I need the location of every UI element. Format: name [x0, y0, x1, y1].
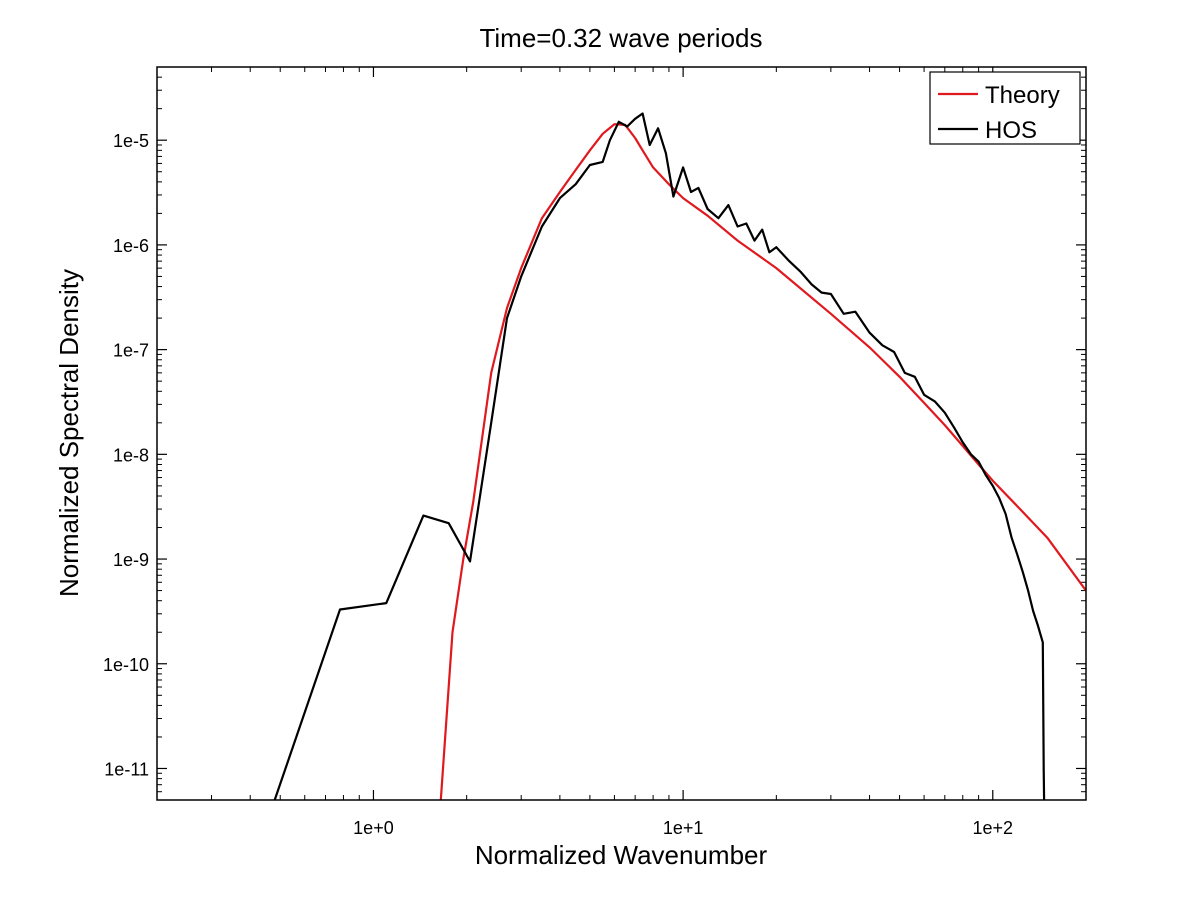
y-tick-label: 1e-5 [113, 131, 149, 151]
y-axis-label: Normalized Spectral Density [54, 269, 84, 597]
x-tick-label: 1e+1 [663, 818, 704, 838]
plot-frame [156, 66, 1087, 801]
y-tick-label: 1e-9 [113, 550, 149, 570]
y-tick-label: 1e-10 [103, 655, 149, 675]
y-tick-label: 1e-11 [104, 759, 149, 779]
x-tick-label: 1e+2 [973, 818, 1014, 838]
series-line-hos [273, 112, 1046, 800]
axis-ticks: 1e+0 1e+1 1e+2 1e-5 1e-6 1e-7 1e-8 1e-9 1e-10 1e-… [103, 66, 1087, 838]
series-layer [273, 112, 1086, 800]
y-tick-label: 1e-8 [113, 445, 149, 465]
series-line-theory [439, 123, 1086, 800]
x-axis-label: Normalized Wavenumber [475, 840, 768, 870]
legend-label-hos: HOS [985, 117, 1037, 144]
y-tick-label: 1e-6 [113, 236, 149, 256]
y-tick-label: 1e-7 [113, 341, 149, 361]
legend-label-theory: Theory [985, 82, 1060, 109]
chart-title: Time=0.32 wave periods [479, 23, 762, 53]
legend: Theory HOS [929, 71, 1081, 145]
legend-box [929, 71, 1081, 145]
x-tick-label: 1e+0 [353, 818, 394, 838]
